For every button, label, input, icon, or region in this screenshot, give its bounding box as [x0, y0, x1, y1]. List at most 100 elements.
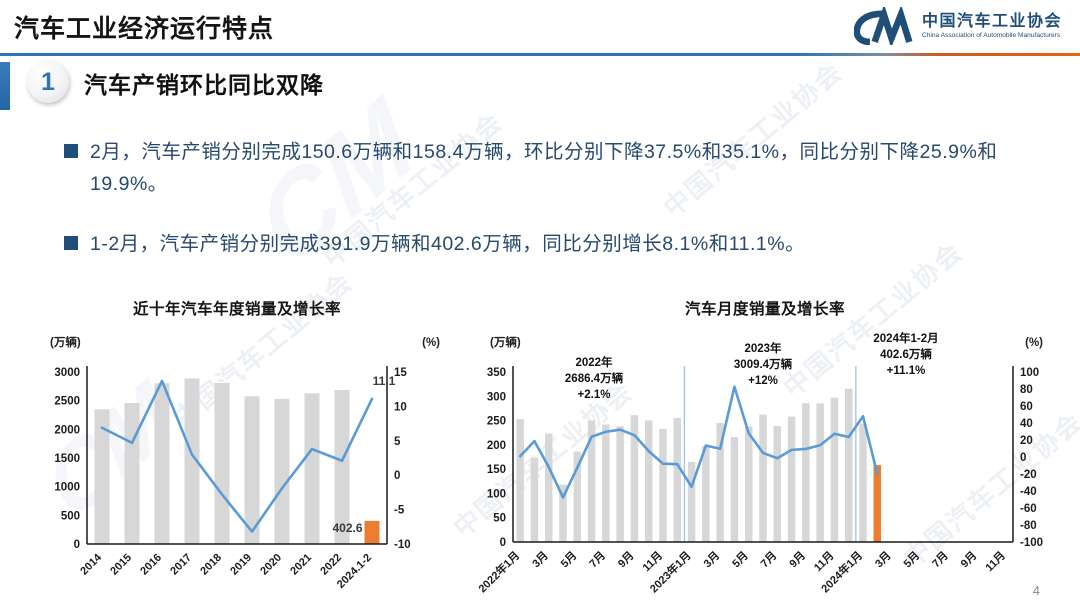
svg-text:9月: 9月	[958, 549, 979, 570]
svg-text:-100: -100	[1020, 537, 1043, 549]
right-axis-unit: (%)	[1025, 337, 1043, 349]
svg-text:1500: 1500	[54, 453, 80, 465]
svg-text:250: 250	[487, 416, 506, 428]
chart-title: 近十年汽车年度销量及增长率	[133, 299, 341, 318]
svg-text:15: 15	[394, 367, 407, 379]
svg-text:100: 100	[1020, 367, 1039, 379]
svg-text:2017: 2017	[168, 552, 194, 578]
svg-text:5月: 5月	[901, 549, 922, 570]
slide-header: 汽车工业经济运行特点 中国汽车工业协会 China Association of…	[0, 0, 1080, 56]
svg-text:11月: 11月	[983, 549, 1008, 574]
caam-name-cn: 中国汽车工业协会	[921, 12, 1062, 30]
svg-text:2021: 2021	[288, 552, 314, 578]
svg-text:7月: 7月	[758, 549, 779, 570]
svg-text:0: 0	[500, 537, 506, 549]
bullet-text: 1-2月，汽车产销分别完成391.9万辆和402.6万辆，同比分别增长8.1%和…	[90, 232, 806, 255]
chart-annotation: 2024年1-2月 402.6万辆+11.1%	[873, 331, 938, 377]
svg-text:5月: 5月	[558, 549, 579, 570]
svg-text:40: 40	[1020, 418, 1033, 430]
caam-logo-text: 中国汽车工业协会 China Association of Automobile…	[922, 13, 1062, 40]
bullet-text: 2月，汽车产销分别完成150.6万辆和158.4万辆，环比分别下降37.5%和3…	[90, 141, 998, 196]
caam-logo: 中国汽车工业协会 China Association of Automobile…	[853, 7, 1062, 45]
bullet-list: 2月，汽车产销分别完成150.6万辆和158.4万辆，环比分别下降37.5%和3…	[64, 136, 1024, 287]
svg-text:350: 350	[487, 367, 506, 379]
bars-series	[516, 388, 882, 542]
bullet-square-icon	[64, 144, 78, 158]
svg-text:50: 50	[493, 513, 506, 525]
section-number-badge: 1	[27, 61, 69, 103]
svg-text:11月: 11月	[811, 549, 836, 574]
annual-sales-chart: 近十年汽车年度销量及增长率 (万辆) (%) 0 500 1000 1500 2000 2500…	[12, 292, 464, 604]
svg-text:20: 20	[1020, 435, 1033, 447]
svg-text:2016: 2016	[138, 552, 164, 578]
bullet-item: 1-2月，汽车产销分别完成391.9万辆和402.6万辆，同比分别增长8.1%和…	[64, 228, 1024, 260]
chart-annotation: 2022年 2686.4万辆+2.1%	[565, 355, 624, 401]
chart-annotation: 2023年 3009.4万辆+12%	[734, 341, 793, 387]
svg-text:150: 150	[487, 464, 506, 476]
svg-text:7月: 7月	[930, 549, 951, 570]
section-number: 1	[41, 67, 55, 96]
svg-text:2020: 2020	[258, 552, 284, 578]
caam-monogram-icon	[853, 7, 913, 45]
svg-text:7月: 7月	[587, 549, 608, 570]
left-axis-unit: (万辆)	[50, 335, 81, 349]
svg-text:-10: -10	[394, 539, 411, 551]
svg-text:-40: -40	[1020, 486, 1037, 498]
svg-text:3月: 3月	[701, 549, 722, 570]
svg-text:2018: 2018	[198, 552, 224, 578]
svg-text:11月: 11月	[640, 549, 665, 574]
svg-text:2500: 2500	[54, 396, 80, 408]
svg-text:-5: -5	[394, 505, 405, 517]
svg-text:10: 10	[394, 401, 407, 413]
svg-text:1000: 1000	[54, 482, 80, 494]
svg-text:9月: 9月	[615, 549, 636, 570]
svg-text:2015: 2015	[108, 552, 134, 578]
caam-name-en: China Association of Automobile Manufact…	[921, 32, 1061, 40]
svg-text:-60: -60	[1020, 503, 1037, 515]
svg-text:3月: 3月	[872, 549, 893, 570]
growth-line	[518, 385, 879, 499]
axis-ticks: 0 500 1000 1500 2000 2500 3000 -10 -5 0 5 10 15	[54, 367, 410, 551]
svg-text:500: 500	[61, 510, 80, 522]
svg-text:300: 300	[487, 391, 506, 403]
svg-text:3000: 3000	[54, 367, 80, 379]
bullet-item: 2月，汽车产销分别完成150.6万辆和158.4万辆，环比分别下降37.5%和3…	[64, 136, 1024, 201]
axis-ticks: 0 50 100 150 200 250 300 350 -100 -80 -60 -40 -20 0 20…	[487, 367, 1043, 549]
section-header: 1 汽车产销环比同比双降	[0, 60, 1080, 112]
svg-text:100: 100	[487, 488, 506, 500]
svg-text:200: 200	[487, 440, 506, 452]
monthly-sales-chart: 汽车月度销量及增长率 (万辆) (%) 0 50 100 150 200 250 300 350 -1…	[468, 292, 1068, 604]
svg-text:2014: 2014	[78, 551, 104, 577]
line-end-label: 11.1	[373, 374, 396, 388]
svg-text:0: 0	[394, 470, 400, 482]
page-number: 4	[1032, 583, 1040, 598]
svg-text:0: 0	[74, 539, 80, 551]
svg-text:2022: 2022	[318, 552, 344, 578]
svg-text:3月: 3月	[530, 549, 551, 570]
svg-text:80: 80	[1020, 384, 1033, 396]
last-bar-label: 402.6	[332, 521, 362, 535]
svg-text:60: 60	[1020, 401, 1033, 413]
bars-series	[94, 378, 380, 544]
page-title: 汽车工业经济运行特点	[14, 15, 275, 43]
section-accent-bar	[0, 62, 10, 110]
growth-line	[100, 379, 374, 533]
svg-text:5月: 5月	[730, 549, 751, 570]
annual-sales-chart-svg: 近十年汽车年度销量及增长率 (万辆) (%) 0 500 1000 1500 2000 2500…	[50, 299, 440, 591]
section-title: 汽车产销环比同比双降	[84, 72, 324, 98]
svg-text:-20: -20	[1020, 469, 1037, 481]
bullet-square-icon	[64, 235, 78, 250]
x-axis-labels: 2014 2015 2016 2017 2018 2019 2020 2021 20222024…	[78, 551, 374, 591]
svg-text:0: 0	[1020, 452, 1026, 464]
chart-title: 汽车月度销量及增长率	[685, 299, 845, 318]
svg-text:2022年1月: 2022年1月	[475, 548, 522, 595]
header-divider	[0, 53, 1080, 56]
svg-text:2019: 2019	[228, 552, 254, 578]
left-axis-unit: (万辆)	[490, 335, 521, 349]
monthly-sales-chart-svg: 汽车月度销量及增长率(万辆) (%)050100150200250300350-1…	[475, 299, 1043, 595]
svg-text:9月: 9月	[787, 549, 808, 570]
svg-text:-80: -80	[1020, 520, 1037, 532]
right-axis-unit: (%)	[422, 337, 440, 349]
